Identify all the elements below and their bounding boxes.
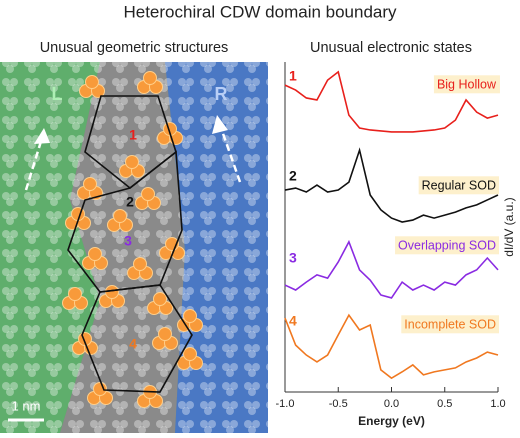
series-line bbox=[284, 70, 499, 133]
arrowhead bbox=[34, 128, 50, 144]
orange-blob bbox=[113, 209, 127, 223]
site-label: 1 bbox=[129, 127, 137, 143]
series-line bbox=[284, 313, 499, 380]
orange-blob bbox=[183, 347, 197, 361]
x-tick-label: -1.0 bbox=[276, 398, 295, 410]
x-tick-label: -0.5 bbox=[329, 398, 348, 410]
series-name: Regular SOD bbox=[422, 178, 496, 192]
lattice bbox=[0, 62, 268, 433]
chart-title: Unusual electronic states bbox=[310, 40, 472, 56]
chart: Unusual electronic states -1.0 -0.5 0.0 0.5 1… bbox=[276, 40, 517, 428]
panel-title: Unusual geometric structures bbox=[40, 40, 229, 56]
orange-blob bbox=[153, 292, 167, 306]
orange-blob bbox=[141, 187, 155, 201]
site-label: 2 bbox=[126, 194, 134, 210]
figure-title: Heterochiral CDW domain boundary bbox=[123, 2, 397, 21]
x-tick-label: 0.0 bbox=[384, 398, 399, 410]
orange-blob bbox=[88, 247, 102, 261]
site-label: 3 bbox=[124, 233, 132, 249]
orange-blob bbox=[143, 71, 157, 85]
left-label: L bbox=[52, 84, 63, 104]
orange-blob bbox=[93, 382, 107, 396]
orange-blob bbox=[68, 287, 82, 301]
site-label: 4 bbox=[129, 336, 137, 352]
series-marker: 3 bbox=[289, 250, 297, 266]
y-axis-label: dI/dV (a.u.) bbox=[502, 197, 516, 256]
series-marker: 1 bbox=[289, 68, 297, 84]
series-marker: 2 bbox=[289, 168, 297, 184]
series-name: Incomplete SOD bbox=[404, 317, 496, 331]
orange-blob bbox=[105, 285, 119, 299]
series-line bbox=[284, 239, 499, 299]
series-name: Overlapping SOD bbox=[398, 238, 496, 252]
x-tick-label: 0.5 bbox=[437, 398, 452, 410]
label-background bbox=[418, 176, 499, 195]
right-label: R bbox=[215, 84, 228, 104]
x-tick-label: 1.0 bbox=[490, 398, 505, 410]
stm-image: L R 1 2 3 4 1 nm bbox=[0, 62, 268, 433]
x-axis-label: Energy (eV) bbox=[358, 414, 425, 428]
series-line bbox=[284, 147, 499, 223]
arrowhead bbox=[212, 115, 228, 134]
orange-blob bbox=[83, 177, 97, 191]
series-marker: 4 bbox=[289, 313, 297, 329]
orange-blob bbox=[85, 75, 99, 89]
arrows bbox=[24, 124, 242, 191]
label-background bbox=[401, 315, 499, 334]
orange-blob bbox=[133, 257, 147, 271]
orange-blob bbox=[125, 155, 139, 169]
series-name: Big Hollow bbox=[437, 77, 497, 91]
orange-blob bbox=[183, 309, 197, 323]
scale-bar-label: 1 nm bbox=[12, 398, 41, 413]
label-background bbox=[433, 75, 500, 94]
pentagons bbox=[67, 95, 193, 393]
label-background bbox=[395, 236, 499, 255]
orange-blob bbox=[158, 327, 172, 341]
